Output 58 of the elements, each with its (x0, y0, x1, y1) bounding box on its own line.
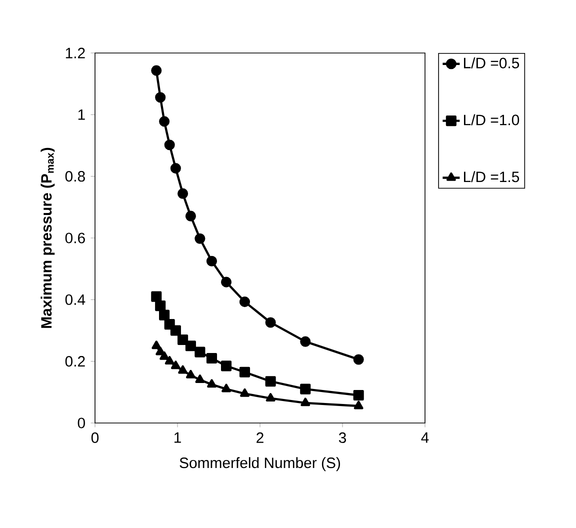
point (353, 390, 364, 401)
point (239, 296, 250, 308)
point (266, 393, 276, 402)
point (220, 276, 232, 288)
point (178, 334, 188, 346)
y-axis-title: Maximum pressure (P$_{max}$) (40, 148, 55, 328)
point (300, 384, 311, 394)
point (170, 360, 180, 370)
point (159, 116, 170, 127)
y-tick-label: 0.4 (65, 294, 86, 305)
point (185, 210, 196, 222)
legend-label: L/D =1.5 (464, 171, 520, 182)
point (152, 340, 162, 350)
x-axis-title: Sommerfeld Number (S) (180, 457, 340, 472)
point (155, 92, 166, 103)
y-tick-label: 1 (78, 110, 85, 120)
point (195, 374, 205, 384)
point (206, 352, 218, 364)
y-tick-label: 0.2 (65, 356, 85, 367)
point (220, 360, 232, 372)
point (207, 379, 216, 388)
point (164, 140, 175, 150)
x-tick-label: 1 (174, 432, 181, 443)
point (300, 336, 311, 347)
point (170, 325, 181, 336)
point (300, 398, 310, 406)
legend-label: L/D =1.0 (464, 114, 520, 126)
point (265, 317, 276, 328)
y-tick-label: 1.2 (66, 48, 85, 58)
x-tick-label: 3 (338, 432, 346, 443)
point (155, 300, 166, 312)
point (194, 233, 206, 244)
legend-label: L/D =0.5 (464, 57, 520, 68)
point (265, 376, 276, 387)
x-tick-label: 0 (91, 432, 99, 443)
x-tick-label: 2 (256, 432, 264, 443)
point (156, 346, 166, 356)
y-tick-label: 0.6 (65, 232, 85, 244)
point (240, 388, 250, 397)
point (353, 354, 364, 365)
y-tick-label: 0 (78, 418, 85, 428)
point (160, 351, 170, 360)
point (354, 400, 364, 410)
point (222, 384, 231, 392)
x-tick-label: 4 (421, 432, 429, 443)
point (194, 346, 206, 358)
point (178, 365, 188, 374)
point (239, 366, 250, 378)
point (206, 256, 218, 266)
point (185, 340, 196, 352)
y-tick-label: 0.8 (65, 171, 85, 182)
point (178, 188, 188, 199)
point (186, 370, 196, 378)
point (170, 163, 181, 174)
point (151, 65, 162, 76)
point (159, 310, 170, 320)
point (164, 356, 174, 365)
point (151, 291, 162, 302)
